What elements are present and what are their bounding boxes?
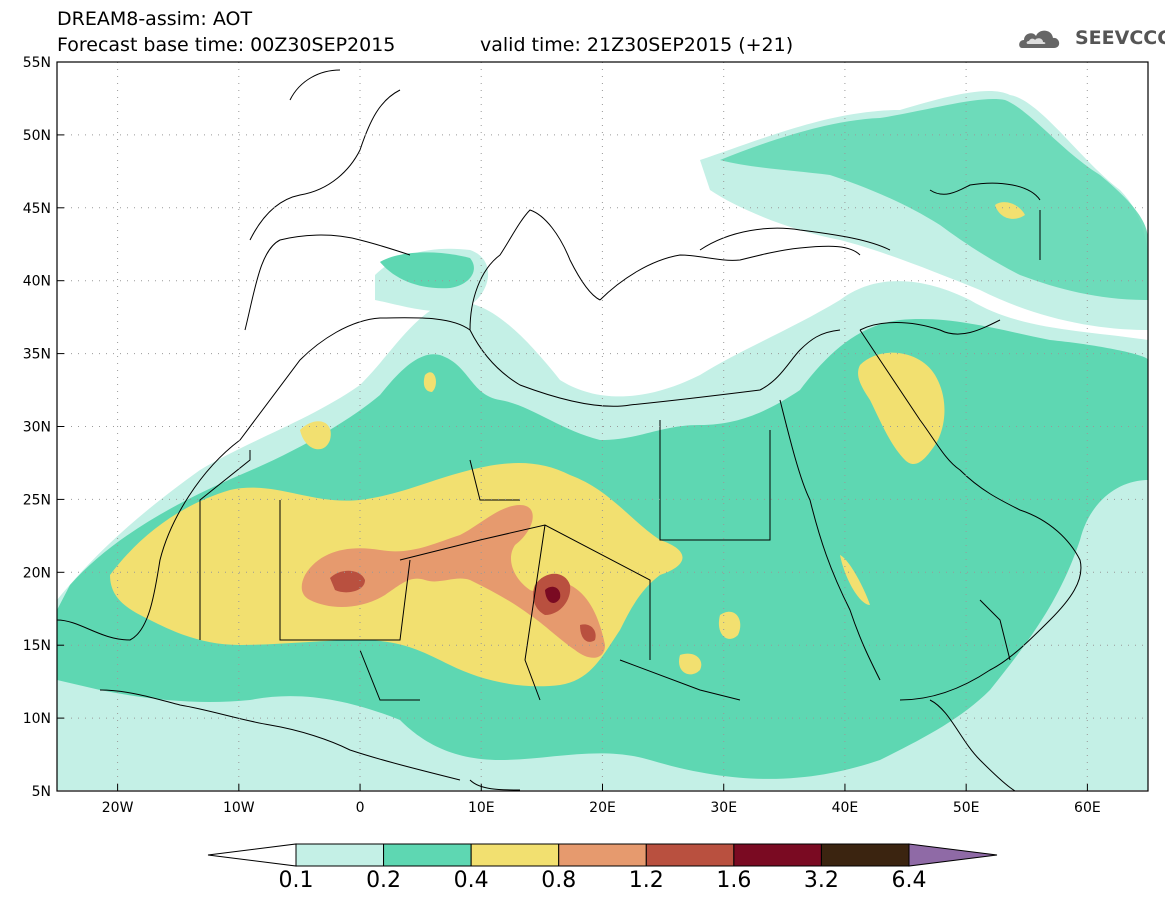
y-tick-label: 40N — [23, 274, 51, 290]
colorbar-label: 6.4 — [891, 868, 927, 893]
y-axis: 55N 50N 45N 40N 35N 30N 25N 20N 15N 10N 5N — [23, 55, 64, 800]
x-tick-label: 10E — [468, 800, 495, 816]
colorbar-label: 0.4 — [453, 868, 489, 893]
x-tick-label: 0 — [356, 800, 365, 816]
map-title: DREAM8-assim: AOT — [57, 8, 253, 30]
colorbar-bin — [733, 843, 822, 867]
colorbar-lower-arrow — [207, 843, 297, 867]
x-tick-label: 40E — [832, 800, 859, 816]
aod-level-1.6 — [545, 586, 561, 603]
y-tick-label: 50N — [23, 128, 51, 144]
y-tick-label: 10N — [23, 711, 51, 727]
x-tick-label: 50E — [953, 800, 980, 816]
x-axis: 20W 10W 0 10E 20E 30E 40E 50E 60E — [102, 784, 1101, 816]
valid-time: valid time: 21Z30SEP2015 (+21) — [480, 34, 794, 56]
y-tick-label: 15N — [23, 638, 51, 654]
cloud-logo-icon — [1019, 30, 1060, 48]
colorbar-label: 0.2 — [366, 868, 402, 893]
y-tick-label: 30N — [23, 420, 51, 436]
y-tick-label: 25N — [23, 492, 51, 508]
x-tick-label: 10W — [223, 800, 255, 816]
colorbar-bin — [645, 843, 735, 867]
coastlines — [57, 69, 1082, 791]
aod-field — [57, 90, 1148, 790]
x-tick-label: 30E — [710, 800, 737, 816]
colorbar — [207, 843, 998, 867]
y-tick-label: 35N — [23, 347, 51, 363]
gridlines — [57, 62, 1148, 791]
x-tick-label: 20W — [102, 800, 134, 816]
x-tick-label: 60E — [1074, 800, 1101, 816]
logo-text: SEEVCCC — [1075, 27, 1165, 49]
colorbar-label: 0.1 — [278, 868, 314, 893]
colorbar-upper-arrow — [908, 843, 998, 867]
colorbar-label: 0.8 — [541, 868, 577, 893]
y-tick-label: 55N — [23, 55, 51, 71]
colorbar-label: 1.2 — [628, 868, 664, 893]
y-tick-label: 20N — [23, 565, 51, 581]
forecast-base-time: Forecast base time: 00Z30SEP2015 — [57, 34, 396, 56]
colorbar-bin — [470, 843, 560, 867]
colorbar-bin — [295, 843, 385, 867]
colorbar-label: 1.6 — [716, 868, 752, 893]
y-tick-label: 45N — [23, 201, 51, 217]
y-tick-label: 5N — [32, 784, 51, 800]
colorbar-bin — [558, 843, 647, 867]
colorbar-bin — [383, 843, 472, 867]
colorbar-bin — [820, 843, 910, 867]
x-tick-label: 20E — [589, 800, 616, 816]
colorbar-label: 3.2 — [803, 868, 839, 893]
